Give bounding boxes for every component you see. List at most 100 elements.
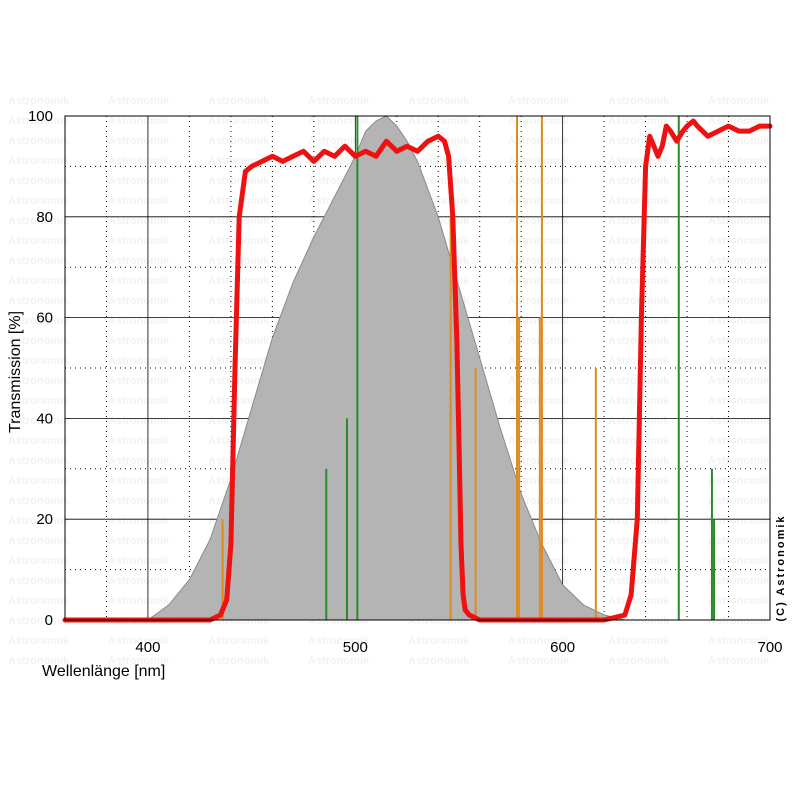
watermark-text: Astronomik [608,215,670,227]
watermark-text: Astronomik [608,275,670,287]
watermark-text: Astronomik [8,655,70,667]
watermark-text: Astronomik [508,155,570,167]
watermark-text: Astronomik [608,535,670,547]
watermark-text: Astronomik [508,295,570,307]
watermark-text: Astronomik [8,315,70,327]
watermark-text: Astronomik [108,335,170,347]
y-tick-label: 80 [36,209,53,226]
watermark-text: Astronomik [608,295,670,307]
watermark-text: Astronomik [708,495,770,507]
watermark-text: Astronomik [108,515,170,527]
watermark-text: Astronomik [708,475,770,487]
watermark-text: Astronomik [8,555,70,567]
watermark-text: Astronomik [108,575,170,587]
watermark-text: Astronomik [108,495,170,507]
watermark-text: Astronomik [8,355,70,367]
watermark-text: Astronomik [608,115,670,127]
watermark-text: Astronomik [8,275,70,287]
watermark-text: Astronomik [608,615,670,627]
watermark-text: Astronomik [508,255,570,267]
y-tick-label: 60 [36,310,53,327]
watermark-text: Astronomik [108,255,170,267]
watermark-text: Astronomik [708,335,770,347]
watermark-text: Astronomik [108,655,170,667]
x-tick-label: 600 [550,639,575,656]
watermark-text: Astronomik [208,355,270,367]
watermark-text: Astronomik [8,455,70,467]
watermark-text: Astronomik [708,355,770,367]
watermark-text: Astronomik [708,375,770,387]
watermark-text: Astronomik [708,535,770,547]
watermark-text: Astronomik [508,635,570,647]
watermark-text: Astronomik [608,575,670,587]
y-tick-label: 0 [45,612,53,629]
watermark-text: Astronomik [208,175,270,187]
watermark-text: Astronomik [108,635,170,647]
y-axis-ticks: 0 20 40 60 80 100 [28,108,53,629]
y-axis-label: Transmission [%] [7,311,24,433]
watermark-text: Astronomik [408,115,470,127]
watermark-text: Astronomik [8,615,70,627]
watermark-text: Astronomik [408,655,470,667]
watermark-text: Astronomik [708,555,770,567]
watermark-text: Astronomik [8,95,70,107]
watermark-text: Astronomik [308,655,370,667]
watermark-text: Astronomik [308,115,370,127]
watermark-text: Astronomik [708,595,770,607]
watermark-text: Astronomik [208,375,270,387]
watermark-text: Astronomik [508,175,570,187]
watermark-text: Astronomik [708,175,770,187]
watermark-text: Astronomik [8,395,70,407]
filter-transmission-curve [62,118,773,623]
watermark-text: Astronomik [708,655,770,667]
watermark-text: Astronomik [8,575,70,587]
watermark-text: Astronomik [108,595,170,607]
watermark-text: Astronomik [708,115,770,127]
watermark-text: Astronomik [8,435,70,447]
watermark-text: Astronomik [8,495,70,507]
watermark-text: Astronomik [708,615,770,627]
watermark-text: Astronomik [708,455,770,467]
watermark-layer: Astronomik Astronomik Astronomik Astronomik… [8,95,770,667]
watermark-text: Astronomik [408,635,470,647]
watermark-text: Astronomik [108,135,170,147]
watermark-text: Astronomik [408,95,470,107]
watermark-text: Astronomik [108,95,170,107]
watermark-text: Astronomik [608,255,670,267]
watermark-text: Astronomik [508,235,570,247]
watermark-text: Astronomik [408,155,470,167]
watermark-text: Astronomik [108,115,170,127]
watermark-text: Astronomik [608,555,670,567]
watermark-text: Astronomik [8,195,70,207]
x-tick-label: 500 [343,639,368,656]
watermark-text: Astronomik [8,515,70,527]
watermark-text: Astronomik [108,295,170,307]
watermark-text: Astronomik [708,255,770,267]
watermark-text: Astronomik [508,275,570,287]
watermark-text: Astronomik [208,635,270,647]
watermark-text: Astronomik [108,535,170,547]
watermark-text: Astronomik [108,195,170,207]
watermark-text: Astronomik [8,375,70,387]
watermark-text: Astronomik [708,575,770,587]
watermark-text: Astronomik [108,455,170,467]
watermark-text: Astronomik [508,95,570,107]
watermark-text: Astronomik [208,115,270,127]
watermark-text: Astronomik [508,195,570,207]
watermark-text: Astronomik [308,135,370,147]
watermark-text: Astronomik [8,635,70,647]
watermark-text: Astronomik [108,355,170,367]
watermark-text: Astronomik [608,95,670,107]
x-tick-label: 400 [135,639,160,656]
watermark-text: Astronomik [8,475,70,487]
watermark-text: Astronomik [708,155,770,167]
watermark-text: Astronomik [708,215,770,227]
watermark-text: Astronomik [8,595,70,607]
watermark-text: Astronomik [608,595,670,607]
watermark-text: Astronomik [508,135,570,147]
emission-lines [221,116,716,620]
watermark-text: Astronomik [8,535,70,547]
watermark-text: Astronomik [608,195,670,207]
x-axis-ticks: 400 500 600 700 [135,639,782,656]
